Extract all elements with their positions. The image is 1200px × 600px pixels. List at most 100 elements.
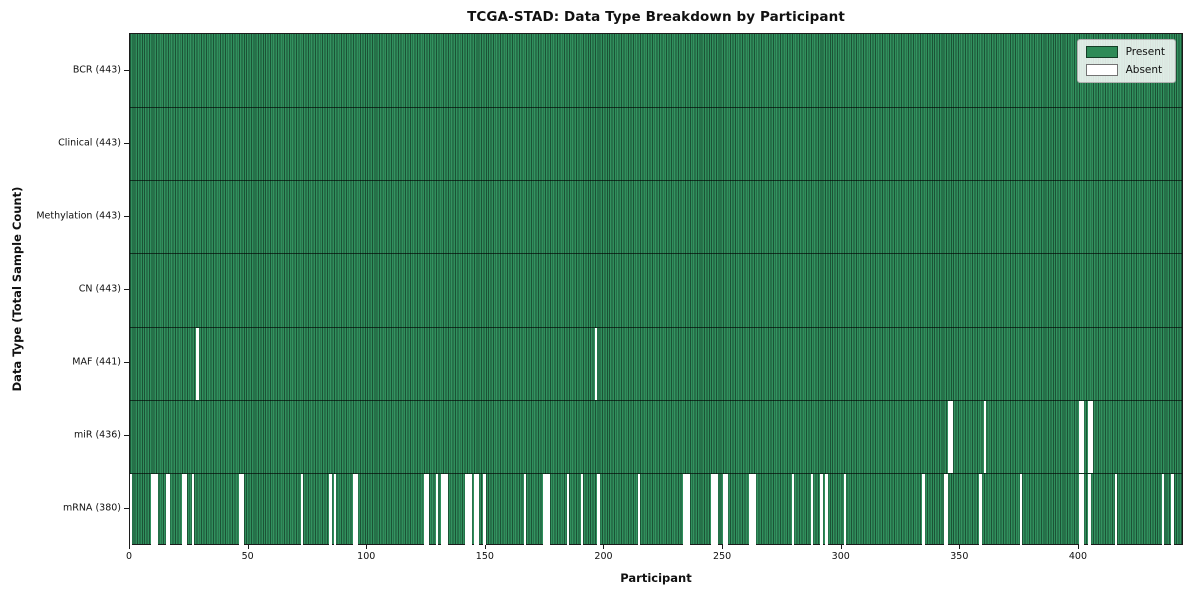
absent-stripe-mRNA-435 (1161, 473, 1165, 546)
y-tick-label-mRNA: mRNA (380) (62, 502, 121, 514)
absent-stripe-mRNA-125 (426, 473, 429, 546)
absent-stripe-mRNA-26 (191, 473, 195, 546)
absent-stripe-mRNA-245 (711, 473, 714, 546)
absent-stripe-mRNA-146 (476, 473, 479, 546)
x-tick-label-300: 300 (831, 551, 850, 562)
absent-stripe-mRNA-133 (445, 473, 448, 546)
absent-stripe-mRNA-246 (713, 473, 716, 546)
absent-stripe-mRNA-9 (151, 473, 154, 546)
absent-stripe-MAF-28 (196, 327, 199, 400)
absent-stripe-mRNA-184 (566, 473, 569, 546)
absent-stripe-mRNA-132 (443, 473, 446, 546)
y-tick-mark (124, 69, 129, 71)
absent-stripe-mRNA-22 (182, 473, 185, 546)
y-tick-mark (124, 362, 129, 364)
y-tick-mark (124, 508, 129, 510)
absent-stripe-mRNA-10 (153, 473, 157, 546)
absent-stripe-mRNA-174 (542, 473, 546, 546)
absent-stripe-mRNA-16 (167, 473, 171, 546)
absent-stripe-mRNA-293 (825, 473, 828, 546)
absent-stripe-mRNA-279 (791, 473, 795, 546)
x-tick-label-400: 400 (1068, 551, 1088, 562)
absent-stripe-mRNA-233 (682, 473, 686, 546)
absent-stripe-mRNA-415 (1114, 473, 1117, 546)
chart-title: TCGA-STAD: Data Type Breakdown by Partic… (467, 9, 845, 25)
absent-stripe-miR-346 (950, 400, 954, 473)
absent-stripe-mRNA-287 (810, 473, 814, 546)
absent-stripe-mRNA-251 (725, 473, 728, 546)
absent-stripe-mRNA-149 (483, 473, 486, 546)
legend-entry-present: Present (1085, 46, 1165, 58)
absent-stripe-miR-360 (984, 400, 987, 473)
absent-stripe-mRNA-124 (424, 473, 427, 546)
absent-stripe-mRNA-46 (239, 473, 242, 546)
y-tick-label-MAF: MAF (441) (72, 356, 121, 368)
x-tick-mark (129, 545, 130, 549)
absent-stripe-mRNA-142 (466, 473, 470, 546)
absent-stripe-mRNA-235 (687, 473, 690, 546)
absent-stripe-mRNA-131 (440, 473, 444, 546)
x-tick-label-250: 250 (713, 551, 732, 562)
absent-stripe-mRNA-15 (165, 473, 168, 546)
x-tick-label-50: 50 (241, 551, 254, 562)
x-tick-mark (840, 545, 842, 549)
absent-stripe-mRNA-47 (241, 473, 244, 546)
absent-stripe-mRNA-190 (580, 473, 584, 546)
y-tick-label-Methylation: Methylation (443) (36, 210, 121, 222)
y-tick-label-CN: CN (443) (78, 283, 121, 295)
row-separator (130, 180, 1182, 182)
plot-area: Present Absent (129, 33, 1183, 546)
absent-stripe-mRNA-291 (820, 473, 823, 546)
absent-stripe-mRNA-404 (1088, 473, 1091, 546)
absent-swatch (1085, 64, 1118, 76)
row-CN (130, 253, 1182, 326)
row-separator (130, 326, 1182, 328)
x-tick-mark (603, 545, 605, 549)
x-tick-label-0: 0 (125, 551, 133, 562)
present-swatch (1085, 46, 1118, 58)
legend-label-present: Present (1125, 46, 1165, 58)
x-tick-label-350: 350 (950, 551, 969, 562)
x-tick-mark (366, 545, 368, 549)
row-separator (130, 253, 1182, 255)
x-tick-label-100: 100 (357, 551, 376, 562)
absent-stripe-mRNA-250 (723, 473, 726, 546)
row-MAF (130, 327, 1182, 400)
absent-stripe-mRNA-214 (637, 473, 641, 546)
row-mRNA (130, 473, 1182, 546)
absent-stripe-miR-345 (948, 400, 951, 473)
absent-stripe-mRNA-175 (545, 473, 548, 546)
absent-stripe-mRNA-94 (353, 473, 356, 546)
absent-stripe-mRNA-263 (753, 473, 757, 546)
y-tick-mark (124, 215, 129, 217)
y-tick-mark (124, 289, 129, 290)
y-tick-mark (124, 435, 129, 437)
absent-stripe-mRNA-358 (979, 473, 982, 546)
absent-stripe-mRNA-401 (1081, 473, 1084, 546)
absent-stripe-miR-400 (1078, 400, 1082, 473)
absent-stripe-miR-401 (1081, 400, 1084, 473)
absent-stripe-mRNA-0 (130, 473, 133, 546)
row-BCR (130, 34, 1182, 107)
legend-label-absent: Absent (1125, 64, 1163, 76)
absent-stripe-mRNA-23 (184, 473, 187, 546)
absent-stripe-miR-404 (1088, 400, 1091, 473)
legend: Present Absent (1076, 39, 1176, 83)
absent-stripe-mRNA-400 (1078, 473, 1082, 546)
absent-stripe-mRNA-334 (922, 473, 925, 546)
x-tick-label-150: 150 (475, 551, 494, 562)
absent-stripe-mRNA-344 (946, 473, 949, 546)
y-tick-label-BCR: BCR (443) (72, 64, 121, 76)
y-tick-mark (124, 142, 129, 144)
y-tick-label-Clinical: Clinical (443) (58, 137, 121, 149)
y-tick-label-miR: miR (436) (73, 429, 121, 441)
absent-stripe-mRNA-95 (355, 473, 358, 546)
absent-stripe-mRNA-141 (464, 473, 467, 546)
absent-stripe-mRNA-176 (547, 473, 550, 546)
row-separator (130, 107, 1182, 109)
absent-stripe-mRNA-11 (156, 473, 159, 546)
row-separator (130, 399, 1182, 401)
absent-stripe-mRNA-84 (329, 473, 332, 546)
row-separator (130, 472, 1182, 474)
